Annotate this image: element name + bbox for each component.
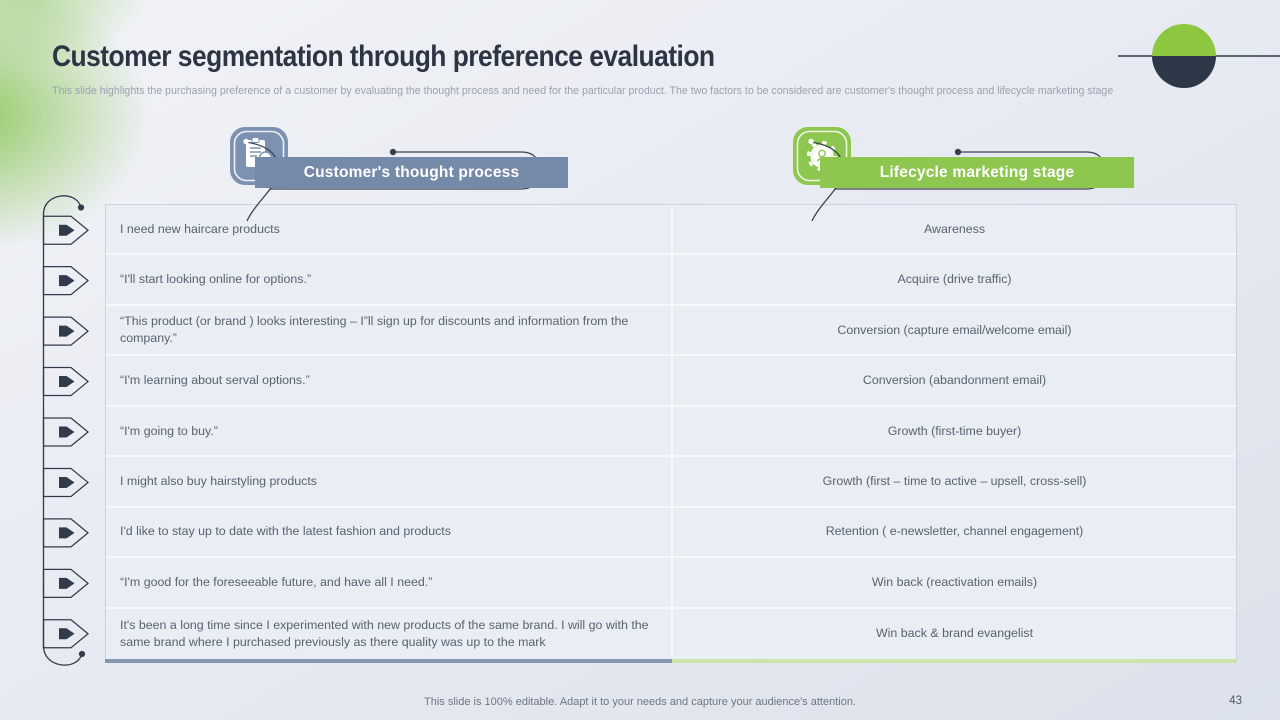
stage-cell: Conversion (abandonment email) [673, 356, 1236, 406]
stage-cell: Growth (first-time buyer) [673, 407, 1236, 457]
table-row: I might also buy hairstyling productsGro… [106, 457, 1236, 507]
slide-subtitle: This slide highlights the purchasing pre… [52, 84, 1192, 100]
stage-cell: Win back & brand evangelist [673, 609, 1236, 659]
thought-cell: I need new haircare products [106, 205, 673, 255]
thought-cell: I'd like to stay up to date with the lat… [106, 508, 673, 558]
table-row: “I'm good for the foreseeable future, an… [106, 558, 1236, 608]
thought-cell: “I'm going to buy.” [106, 407, 673, 457]
thought-cell: “This product (or brand ) looks interest… [106, 306, 673, 356]
table-row: “This product (or brand ) looks interest… [106, 306, 1236, 356]
thought-cell: “I'm good for the foreseeable future, an… [106, 558, 673, 608]
stage-cell: Win back (reactivation emails) [673, 558, 1236, 608]
thought-cell: “I'll start looking online for options.” [106, 255, 673, 305]
table-row: “I'm learning about serval options.”Conv… [106, 356, 1236, 406]
page-number: 43 [1229, 695, 1242, 707]
table-row: “I'll start looking online for options.”… [106, 255, 1236, 305]
thought-column-accent-bar [105, 659, 672, 663]
table-row: It's been a long time since I experiment… [106, 609, 1236, 659]
stage-cell: Growth (first – time to active – upsell,… [673, 457, 1236, 507]
thought-cell: “I'm learning about serval options.” [106, 356, 673, 406]
table-row: I need new haircare productsAwareness [106, 205, 1236, 255]
page-title: Customer segmentation through preference… [52, 40, 715, 74]
stage-cell: Retention ( e-newsletter, channel engage… [673, 508, 1236, 558]
column-header-thought-process: Customer's thought process [255, 157, 568, 188]
table-row: I'd like to stay up to date with the lat… [106, 508, 1236, 558]
stage-cell: Acquire (drive traffic) [673, 255, 1236, 305]
thought-cell: It's been a long time since I experiment… [106, 609, 673, 659]
column-header-lifecycle-stage: Lifecycle marketing stage [820, 157, 1134, 188]
stage-cell: Awareness [673, 205, 1236, 255]
row-pennant-rail [44, 196, 89, 665]
preference-table: I need new haircare productsAwareness“I'… [105, 204, 1237, 660]
half-circle-ornament [1118, 24, 1280, 88]
thought-cell: I might also buy hairstyling products [106, 457, 673, 507]
table-row: “I'm going to buy.”Growth (first-time bu… [106, 407, 1236, 457]
slide-canvas: Customer segmentation through preference… [0, 0, 1280, 720]
stage-cell: Conversion (capture email/welcome email) [673, 306, 1236, 356]
stage-column-accent-bar [672, 659, 1237, 663]
footer-note: This slide is 100% editable. Adapt it to… [0, 696, 1280, 708]
